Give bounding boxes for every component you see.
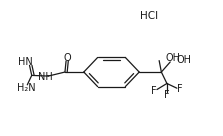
Text: F: F bbox=[151, 86, 156, 96]
Text: F: F bbox=[177, 84, 183, 94]
Text: H₂N: H₂N bbox=[17, 83, 35, 93]
Text: OH: OH bbox=[177, 55, 192, 65]
Text: OH: OH bbox=[166, 53, 181, 63]
Text: HN: HN bbox=[18, 57, 33, 67]
Text: NH: NH bbox=[38, 72, 52, 82]
Text: O: O bbox=[63, 53, 71, 63]
Text: F: F bbox=[164, 90, 170, 100]
Text: HCl: HCl bbox=[140, 10, 158, 21]
